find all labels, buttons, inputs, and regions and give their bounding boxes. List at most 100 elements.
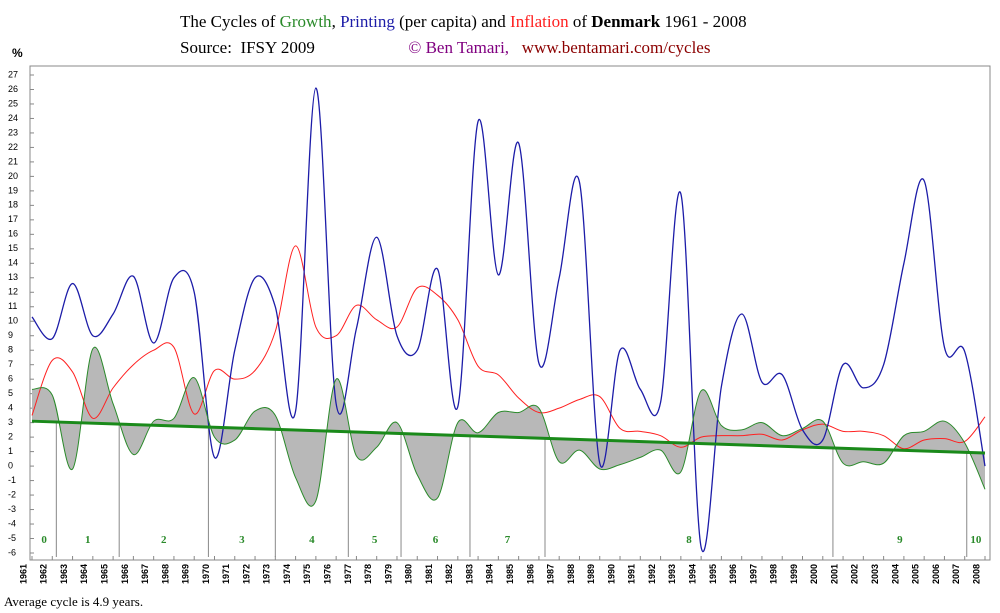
- x-tick-label: 1991: [627, 564, 637, 584]
- x-tick-label: 1992: [647, 564, 657, 584]
- cycle-label: 1: [85, 534, 91, 546]
- y-tick-label: -2: [8, 489, 16, 499]
- y-tick-label: -1: [8, 475, 16, 485]
- x-tick-label: 1970: [201, 564, 211, 584]
- x-tick-label: 1971: [221, 564, 231, 584]
- cycle-label: 10: [970, 534, 982, 546]
- cycle-label: 4: [309, 534, 315, 546]
- source: IFSY 2009: [240, 38, 315, 57]
- y-axis-label: %: [12, 46, 23, 60]
- cycle-label: 8: [686, 534, 692, 546]
- x-tick-label: 1963: [59, 564, 69, 584]
- y-tick-label: 7: [8, 359, 13, 369]
- x-tick-label: 1984: [485, 564, 495, 584]
- cycle-label: 7: [505, 534, 511, 546]
- source-label: Source:: [180, 38, 232, 57]
- x-tick-label: 1968: [160, 564, 170, 584]
- y-tick-label: 13: [8, 272, 18, 282]
- x-tick-label: 1990: [606, 564, 616, 584]
- y-tick-label: 27: [8, 69, 18, 79]
- y-tick-label: 22: [8, 142, 18, 152]
- y-tick-label: 18: [8, 200, 18, 210]
- title-years: 1961 - 2008: [664, 12, 747, 31]
- x-tick-label: 1985: [505, 564, 515, 584]
- x-tick-label: 2007: [951, 564, 961, 584]
- cycle-label: 6: [433, 534, 439, 546]
- title-text: (per capita) and: [399, 12, 506, 31]
- series-line: [31, 87, 986, 552]
- trend-line: [31, 419, 986, 455]
- y-tick-label: -6: [8, 547, 16, 557]
- x-tick-label: 1986: [525, 564, 535, 584]
- y-tick-label: 14: [8, 258, 18, 268]
- x-tick-label: 1966: [120, 564, 130, 584]
- y-tick-label: 3: [8, 417, 13, 427]
- x-tick-label: 1964: [79, 564, 89, 584]
- x-tick-label: 2002: [850, 564, 860, 584]
- cycle-label: 9: [897, 534, 903, 546]
- cycle-label: 3: [239, 534, 245, 546]
- title-text: ,: [331, 12, 336, 31]
- series-line: [31, 245, 986, 450]
- x-tick-label: 2000: [809, 564, 819, 584]
- x-tick-label: 1977: [343, 564, 353, 584]
- x-tick-label: 1972: [241, 564, 251, 584]
- x-tick-label: 1962: [39, 564, 49, 584]
- y-tick-label: 4: [8, 403, 13, 413]
- author: © Ben Tamari,: [408, 38, 510, 57]
- x-tick-label: 1987: [546, 564, 556, 584]
- y-tick-label: 2: [8, 431, 13, 441]
- y-tick-label: 15: [8, 243, 18, 253]
- x-tick-label: 1988: [566, 564, 576, 584]
- y-tick-label: 20: [8, 171, 18, 181]
- title-inflation: Inflation: [510, 12, 569, 31]
- x-tick-label: 2003: [870, 564, 880, 584]
- title-text: of: [572, 12, 587, 31]
- plot-frame: [29, 65, 991, 561]
- title-printing: Printing: [340, 12, 395, 31]
- x-tick-label: 2001: [829, 564, 839, 584]
- source-line: Source: IFSY 2009 © Ben Tamari, www.bent…: [180, 38, 710, 58]
- y-tick-label: 24: [8, 113, 18, 123]
- x-tick-label: 1999: [789, 564, 799, 584]
- x-tick-label: 1993: [667, 564, 677, 584]
- url: www.bentamari.com/cycles: [521, 38, 711, 57]
- x-tick-label: 1973: [262, 564, 272, 584]
- x-tick-label: 2006: [931, 564, 941, 584]
- y-tick-label: 21: [8, 156, 18, 166]
- footnote: Average cycle is 4.9 years.: [4, 594, 144, 609]
- x-tick-label: 1980: [404, 564, 414, 584]
- y-tick-label: 1: [8, 446, 13, 456]
- cycle-label: 5: [372, 534, 378, 546]
- cycle-label: 0: [41, 534, 47, 546]
- x-tick-label: 2004: [890, 564, 900, 584]
- x-tick-label: 2005: [911, 564, 921, 584]
- y-tick-label: 17: [8, 214, 18, 224]
- x-tick-label: 2008: [971, 564, 981, 584]
- x-tick-label: 1981: [424, 564, 434, 584]
- x-tick-label: 1997: [748, 564, 758, 584]
- x-tick-label: 1979: [383, 564, 393, 584]
- y-tick-label: -3: [8, 504, 16, 514]
- y-tick-label: -5: [8, 533, 16, 543]
- x-tick-label: 1996: [728, 564, 738, 584]
- x-tick-label: 1989: [586, 564, 596, 584]
- growth-deviation-fill: [32, 347, 985, 507]
- y-tick-label: 12: [8, 287, 18, 297]
- x-tick-label: 1974: [282, 564, 292, 584]
- x-tick-label: 1976: [323, 564, 333, 584]
- y-tick-label: 26: [8, 84, 18, 94]
- y-tick-label: 5: [8, 388, 13, 398]
- y-tick-label: 9: [8, 330, 13, 340]
- y-tick-label: 0: [8, 460, 13, 470]
- x-tick-label: 1998: [769, 564, 779, 584]
- x-tick-label: 1983: [464, 564, 474, 584]
- y-tick-label: -4: [8, 518, 16, 528]
- x-tick-label: 1995: [708, 564, 718, 584]
- title-country: Denmark: [591, 12, 661, 31]
- y-tick-label: 23: [8, 127, 18, 137]
- y-tick-label: 10: [8, 316, 18, 326]
- chart-title: The Cycles of Growth, Printing (per capi…: [180, 12, 747, 32]
